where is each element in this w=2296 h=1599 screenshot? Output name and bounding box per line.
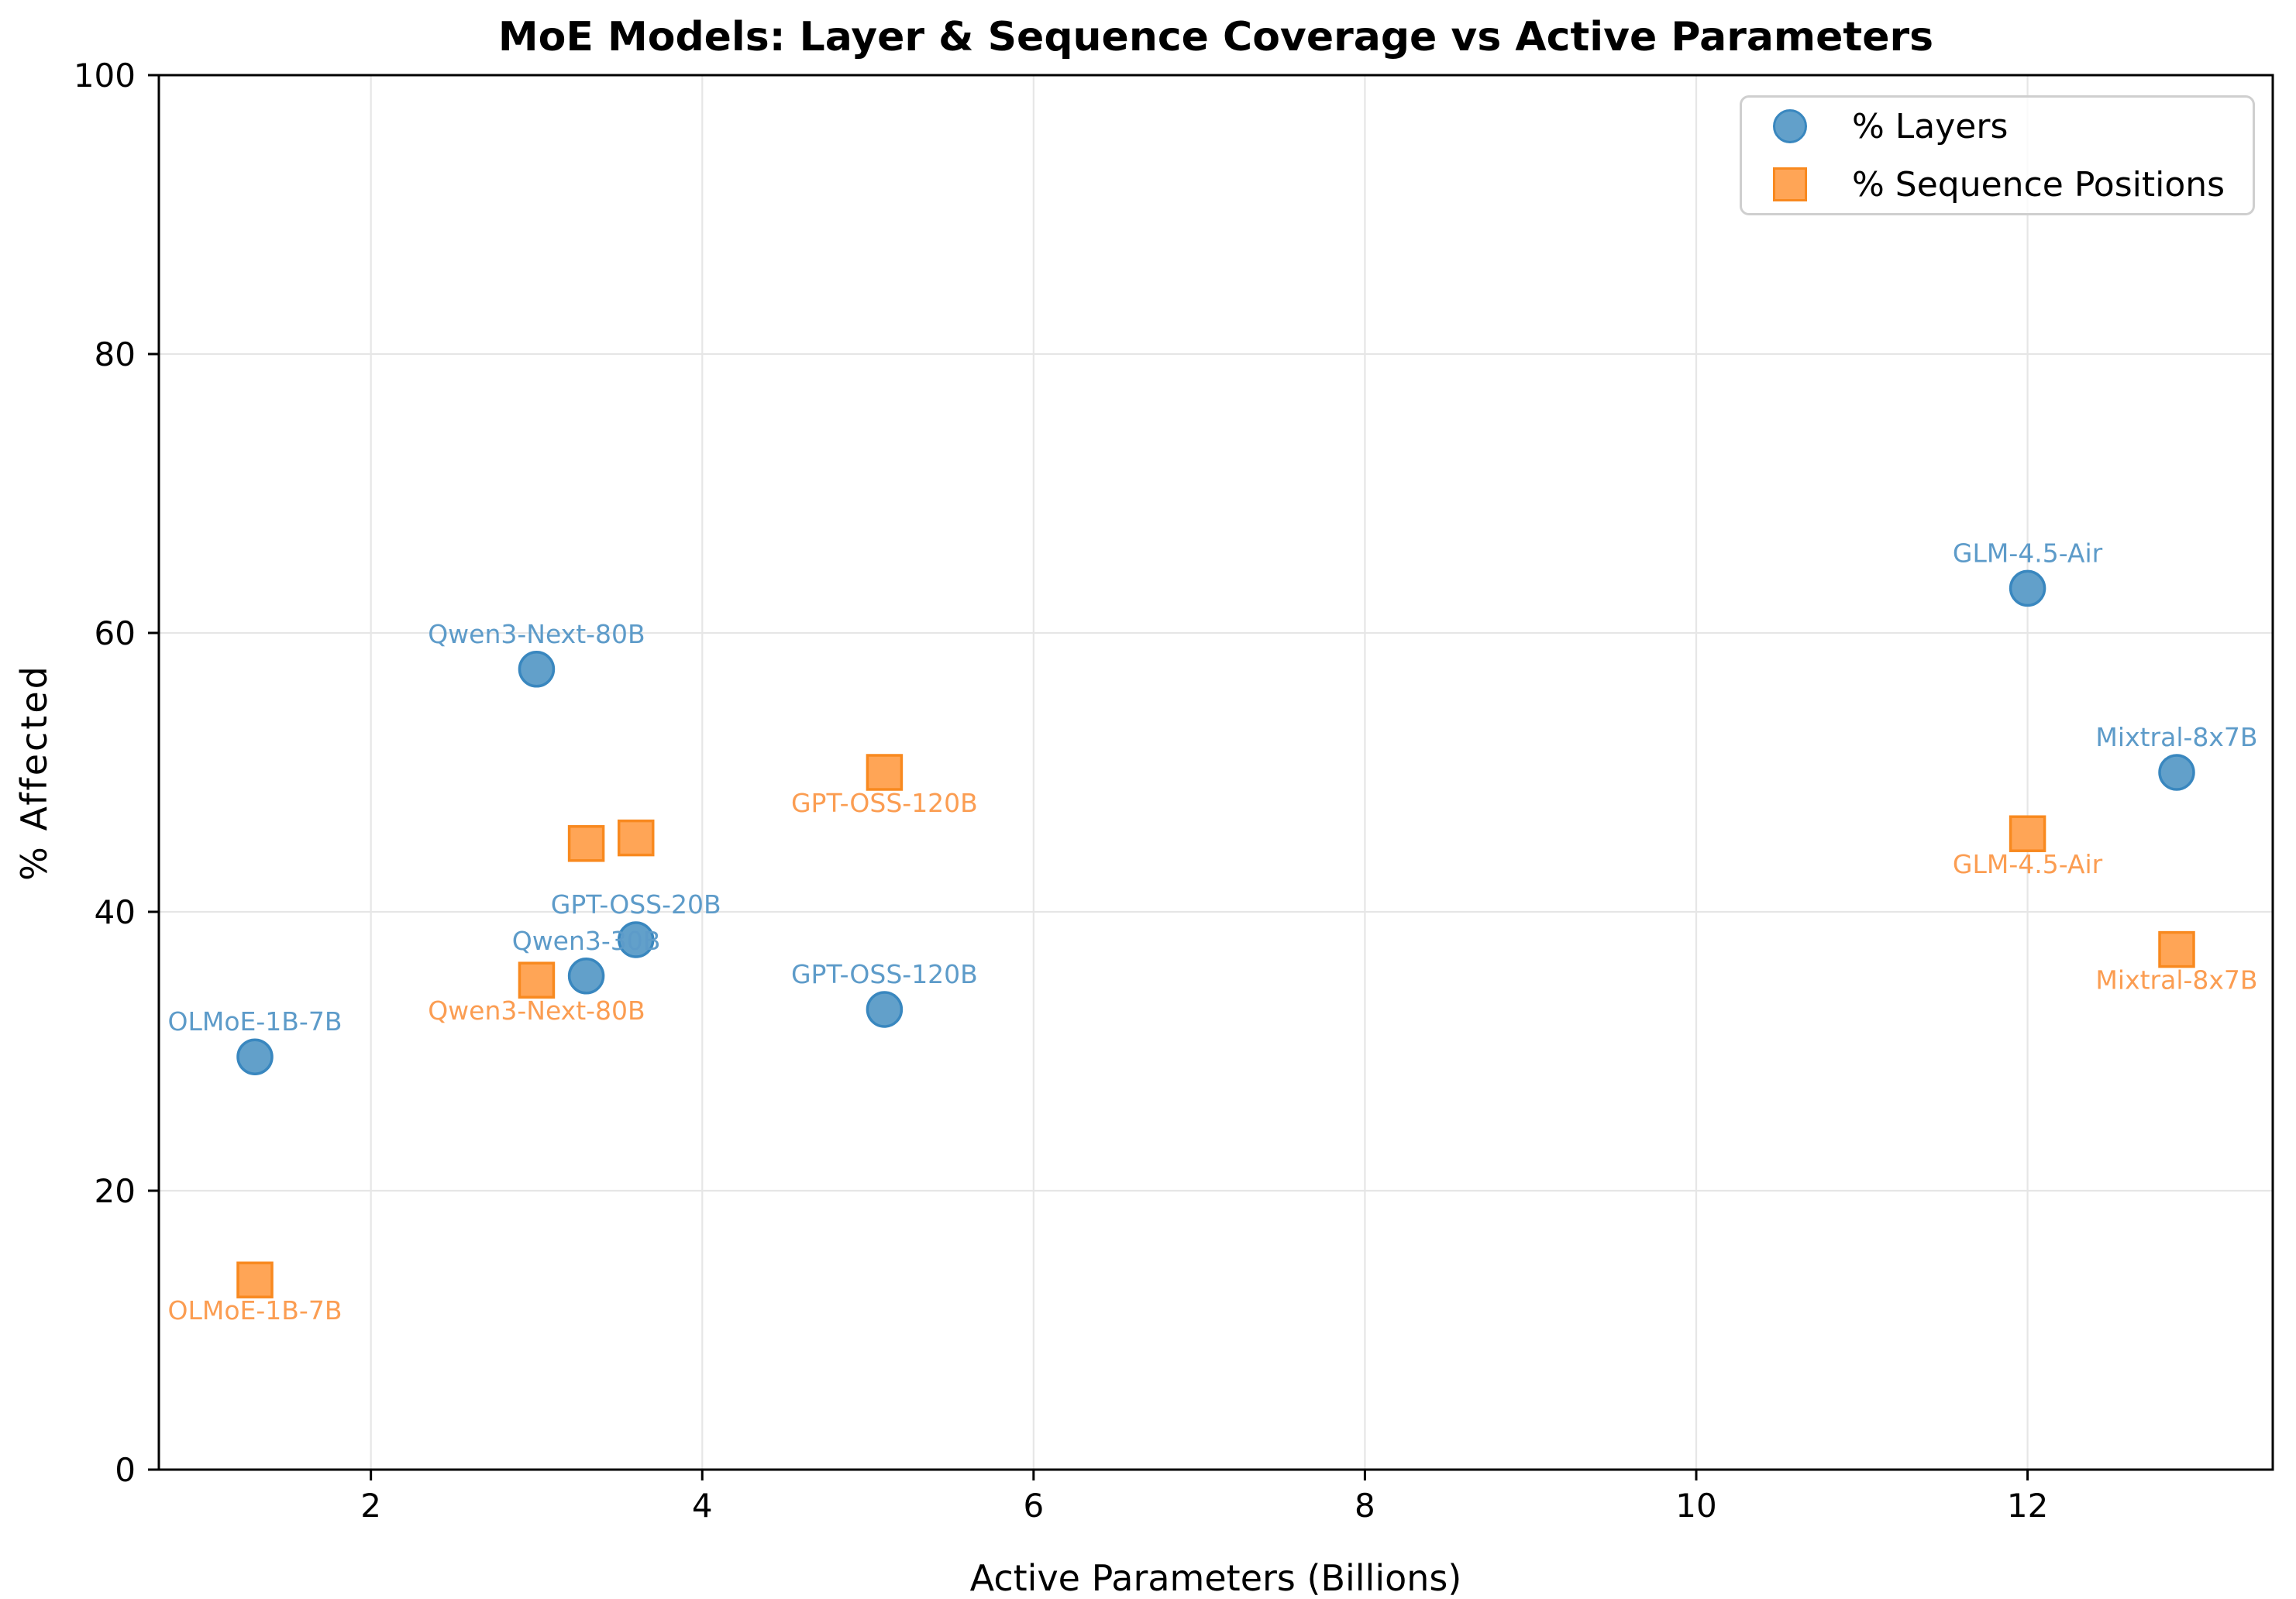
x-tick-label-10: 10	[1675, 1487, 1716, 1525]
y-tick-label-0: 0	[115, 1451, 136, 1489]
data-point-GLM-4.5-Air-layers	[2009, 569, 2046, 607]
point-label-OLMoE-1B-7B-sequence-positions: OLMoE-1B-7B	[168, 1295, 343, 1326]
point-label-Mixtral-8x7B-sequence-positions: Mixtral-8x7B	[2095, 965, 2257, 996]
y-axis-label: % Affected	[13, 664, 55, 881]
y-tick-label-100: 100	[74, 57, 136, 95]
y-tick-label-80: 80	[95, 335, 136, 373]
x-tick-label-6: 6	[1023, 1487, 1044, 1525]
x-tick-label-2: 2	[360, 1487, 381, 1525]
data-point-Mixtral-8x7B-sequence-positions	[2158, 930, 2195, 968]
chart-title: MoE Models: Layer & Sequence Coverage vs…	[497, 14, 1934, 60]
data-point-Qwen3-Next-80B-layers	[518, 651, 556, 688]
data-point-GLM-4.5-Air-sequence-positions	[2009, 815, 2046, 852]
x-tick-label-8: 8	[1355, 1487, 1375, 1525]
point-label-Qwen3-30B-layers: Qwen3-30B	[512, 926, 661, 956]
sequence-positions-square-marker-icon	[1773, 167, 1807, 201]
y-tick-label-40: 40	[95, 893, 136, 931]
x-tick-label-12: 12	[2007, 1487, 2048, 1525]
data-point-Qwen3-Next-80B-sequence-positions	[518, 961, 556, 999]
data-point-GPT-OSS-20B-sequence-positions	[617, 819, 655, 857]
point-label-OLMoE-1B-7B-layers: OLMoE-1B-7B	[168, 1006, 343, 1037]
legend-item-layers: % Layers	[1742, 107, 2253, 146]
data-point-Mixtral-8x7B-layers	[2158, 754, 2195, 791]
legend: % Layers % Sequence Positions	[1740, 95, 2255, 215]
data-point-GPT-OSS-120B-sequence-positions	[866, 754, 904, 791]
point-label-Mixtral-8x7B-layers: Mixtral-8x7B	[2095, 722, 2257, 752]
data-point-OLMoE-1B-7B-sequence-positions	[236, 1261, 274, 1298]
point-label-Qwen3-Next-80B-sequence-positions: Qwen3-Next-80B	[428, 996, 645, 1026]
x-tick-label-4: 4	[692, 1487, 713, 1525]
plot-border	[157, 74, 2274, 1471]
data-point-OLMoE-1B-7B-layers	[236, 1038, 274, 1075]
x-axis-label: Active Parameters (Billions)	[969, 1557, 1462, 1599]
point-label-GLM-4.5-Air-layers: GLM-4.5-Air	[1953, 538, 2103, 568]
point-label-GLM-4.5-Air-sequence-positions: GLM-4.5-Air	[1953, 849, 2103, 879]
legend-label-sequence-positions: % Sequence Positions	[1852, 164, 2225, 205]
data-point-Qwen3-30B-layers	[567, 958, 605, 995]
data-point-GPT-OSS-120B-layers	[866, 991, 904, 1028]
point-label-GPT-OSS-120B-layers: GPT-OSS-120B	[791, 959, 978, 989]
point-label-GPT-OSS-20B-layers: GPT-OSS-20B	[551, 889, 721, 920]
y-tick-label-60: 60	[95, 614, 136, 652]
legend-label-layers: % Layers	[1852, 106, 2009, 146]
y-tick-label-20: 20	[95, 1172, 136, 1210]
layers-circle-marker-icon	[1773, 109, 1807, 143]
legend-item-sequence-positions: % Sequence Positions	[1742, 165, 2253, 205]
point-label-GPT-OSS-120B-sequence-positions: GPT-OSS-120B	[791, 788, 978, 818]
data-point-GPT-OSS-20B-layers	[617, 921, 655, 958]
data-point-Qwen3-30B-sequence-positions	[567, 825, 605, 862]
point-label-Qwen3-Next-80B-layers: Qwen3-Next-80B	[428, 619, 645, 649]
